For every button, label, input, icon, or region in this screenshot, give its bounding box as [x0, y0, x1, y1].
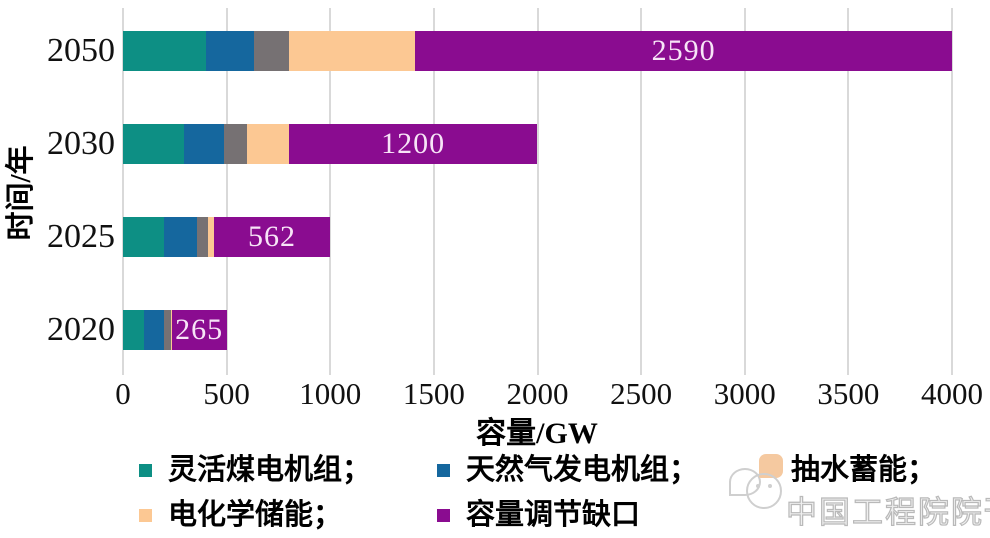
legend-label-natural-gas: 天然气发电机组；	[466, 454, 699, 486]
bar-row-2030: 1200	[123, 124, 538, 164]
bar-segment-flexible-coal-2020	[123, 310, 144, 350]
gridline-2500	[640, 8, 643, 375]
bar-segment-pumped-storage-2030	[223, 124, 248, 164]
x-tick-label-2000: 2000	[506, 376, 569, 411]
watermark-face-eye-icon	[756, 484, 760, 488]
watermark-text: 中国工程院院刊	[785, 494, 990, 530]
bar-segment-pumped-storage-2025	[197, 217, 208, 257]
legend-swatch-capacity-gap	[437, 509, 450, 522]
y-category-label-2030: 2030	[47, 125, 115, 162]
legend-label-pumped-storage: 抽水蓄能；	[791, 454, 937, 486]
bar-segment-pumped-storage-2050	[253, 31, 289, 71]
gridline-500	[225, 8, 228, 375]
bar-segment-electrochemical-storage-2030	[247, 124, 289, 164]
x-tick-label-4000: 4000	[921, 376, 983, 411]
bar-row-2020: 265	[123, 310, 227, 350]
bar-segment-flexible-coal-2025	[123, 217, 165, 257]
bar-segment-electrochemical-storage-2025	[207, 217, 214, 257]
bar-value-label-2050: 2590	[651, 34, 716, 67]
gridline-1000	[329, 8, 332, 375]
bar-segment-natural-gas-2050	[205, 31, 254, 71]
bar-segment-capacity-gap-2025: 562	[213, 217, 331, 257]
bar-value-label-2030: 1200	[381, 127, 446, 160]
watermark-speech-bubble-icon	[729, 468, 761, 496]
legend-item-pumped-storage: 抽水蓄能；	[762, 451, 936, 489]
bar-segment-natural-gas-2025	[164, 217, 198, 257]
gridline-3500	[847, 8, 850, 375]
bar-value-label-2025: 562	[247, 220, 296, 253]
legend-label-capacity-gap: 容量调节缺口	[466, 499, 641, 531]
x-tick-label-2500: 2500	[610, 376, 673, 411]
gridline-0	[122, 8, 124, 375]
legend-item-flexible-coal: 灵活煤电机组；	[139, 451, 371, 489]
bar-segment-electrochemical-storage-2050	[288, 31, 416, 71]
legend-item-electrochemical-storage: 电化学储能；	[139, 496, 342, 534]
gridline-3000	[743, 8, 746, 375]
x-tick-label-0: 0	[115, 376, 131, 411]
bar-segment-electrochemical-storage-2020	[170, 310, 172, 350]
bar-segment-pumped-storage-2020	[164, 310, 171, 350]
bar-row-2025: 562	[123, 217, 331, 257]
x-tick-label-3500: 3500	[817, 376, 880, 411]
bar-segment-capacity-gap-2050: 2590	[415, 31, 952, 71]
x-axis-title: 容量/GW	[476, 417, 598, 450]
x-tick-label-1000: 1000	[299, 376, 362, 411]
y-category-label-2050: 2050	[47, 32, 115, 69]
legend-label-flexible-coal: 灵活煤电机组；	[168, 454, 372, 486]
legend-swatch-natural-gas	[437, 464, 450, 477]
y-category-label-2025: 2025	[47, 218, 115, 255]
legend-item-capacity-gap: 容量调节缺口	[437, 496, 640, 534]
bar-segment-natural-gas-2020	[143, 310, 165, 350]
gridline-2000	[536, 8, 539, 375]
bar-value-label-2020: 265	[175, 313, 224, 346]
bar-segment-flexible-coal-2050	[123, 31, 206, 71]
bar-segment-natural-gas-2030	[184, 124, 224, 164]
legend-swatch-electrochemical-storage	[139, 509, 152, 522]
bar-segment-capacity-gap-2020: 265	[171, 310, 227, 350]
y-category-label-2020: 2020	[47, 311, 115, 348]
bar-segment-flexible-coal-2030	[123, 124, 185, 164]
x-tick-label-3000: 3000	[713, 376, 776, 411]
gridline-4000	[951, 8, 953, 375]
legend-label-electrochemical-storage: 电化学储能；	[168, 499, 343, 531]
plot-area: 2590 1200 562 265	[122, 8, 953, 375]
bar-row-2050: 2590	[123, 31, 952, 71]
gridline-1500	[432, 8, 435, 375]
x-tick-label-1500: 1500	[402, 376, 465, 411]
legend-item-natural-gas: 天然气发电机组；	[437, 451, 698, 489]
legend-swatch-pumped-storage	[762, 464, 775, 477]
bar-segment-capacity-gap-2030: 1200	[288, 124, 538, 164]
legend-swatch-flexible-coal	[139, 464, 152, 477]
x-tick-label-500: 500	[203, 376, 250, 411]
